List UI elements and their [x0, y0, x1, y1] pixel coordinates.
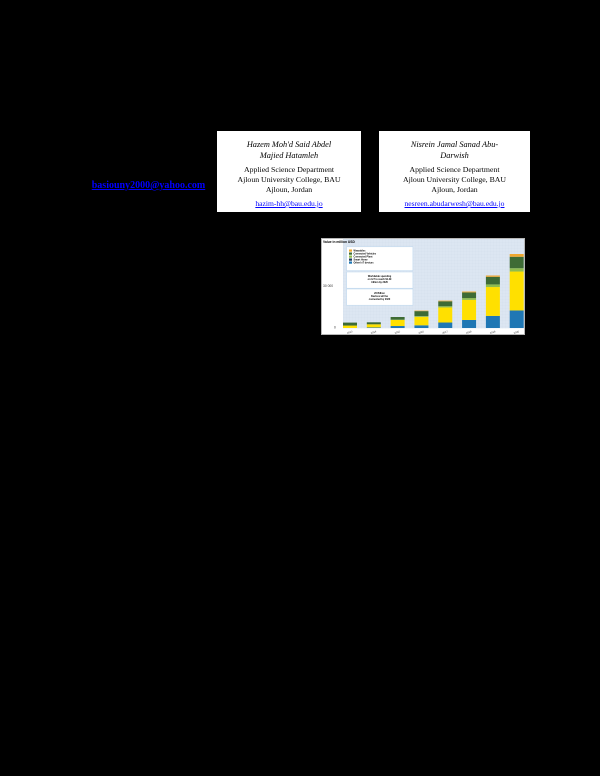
svg-text:trillion by 2020: trillion by 2020 — [371, 281, 388, 284]
svg-text:2019: 2019 — [490, 330, 497, 335]
svg-text:30 000: 30 000 — [323, 284, 333, 288]
svg-text:2015: 2015 — [394, 330, 401, 335]
svg-text:2017: 2017 — [442, 330, 449, 335]
svg-text:2018: 2018 — [466, 330, 473, 335]
svg-text:2014: 2014 — [371, 330, 378, 335]
svg-text:2013: 2013 — [347, 330, 354, 335]
svg-text:2016: 2016 — [418, 330, 425, 335]
svg-text:Value in million USD: Value in million USD — [323, 240, 355, 244]
svg-text:0: 0 — [334, 326, 336, 330]
svg-text:Other IoT devices: Other IoT devices — [354, 262, 375, 265]
svg-text:connected by 2020: connected by 2020 — [369, 298, 391, 301]
svg-text:2020: 2020 — [513, 330, 520, 335]
